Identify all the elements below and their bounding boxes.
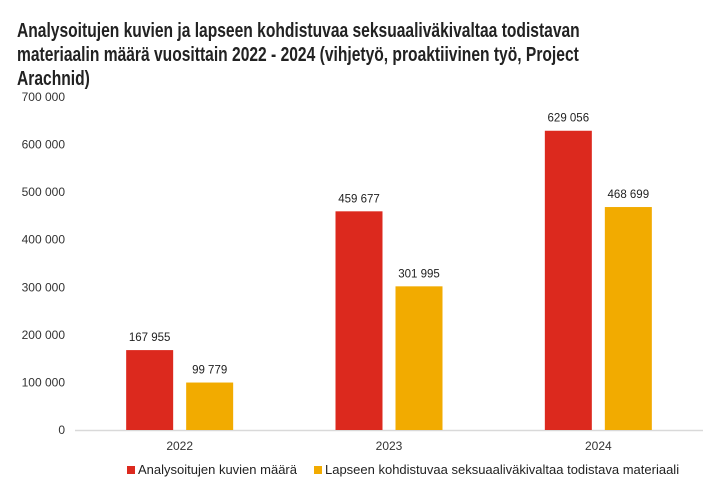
legend-label: Analysoitujen kuvien määrä [138, 462, 297, 477]
y-tick-label: 0 [58, 423, 65, 437]
data-label: 167 955 [129, 332, 171, 344]
bar-2024-series-1 [604, 207, 652, 430]
bar-2023-series-0 [335, 211, 383, 430]
y-tick-label: 600 000 [22, 138, 66, 152]
x-tick-label: 2023 [376, 439, 403, 453]
legend-item-series-1: Lapseen kohdistuvaa seksuaaliväkivaltaa … [313, 462, 680, 477]
legend-item-series-0: Analysoitujen kuvien määrä [127, 462, 297, 477]
y-tick-label: 500 000 [22, 185, 66, 199]
x-tick-label: 2024 [585, 439, 612, 453]
data-label: 629 056 [548, 113, 590, 125]
y-tick-label: 400 000 [22, 233, 66, 247]
y-tick-label: 300 000 [22, 280, 66, 294]
bar-2022-series-1 [186, 382, 234, 430]
legend: Analysoitujen kuvien määrä Lapseen kohdi… [127, 462, 679, 477]
y-tick-label: 700 000 [22, 90, 66, 104]
data-label: 468 699 [608, 189, 650, 201]
legend-swatch [313, 466, 322, 474]
y-tick-label: 200 000 [22, 328, 66, 342]
data-label: 99 779 [192, 365, 227, 377]
data-label: 459 677 [338, 193, 380, 205]
y-tick-label: 100 000 [22, 375, 66, 389]
bar-2022-series-0 [126, 350, 174, 430]
chart-title: Analysoitujen kuvien ja lapseen kohdistu… [17, 20, 580, 90]
data-label: 301 995 [398, 268, 440, 280]
bar-2024-series-0 [544, 130, 592, 430]
legend-swatch [127, 466, 135, 474]
bar-2023-series-1 [395, 286, 443, 430]
x-tick-label: 2022 [166, 439, 193, 453]
legend-label: Lapseen kohdistuvaa seksuaaliväkivaltaa … [324, 462, 680, 477]
